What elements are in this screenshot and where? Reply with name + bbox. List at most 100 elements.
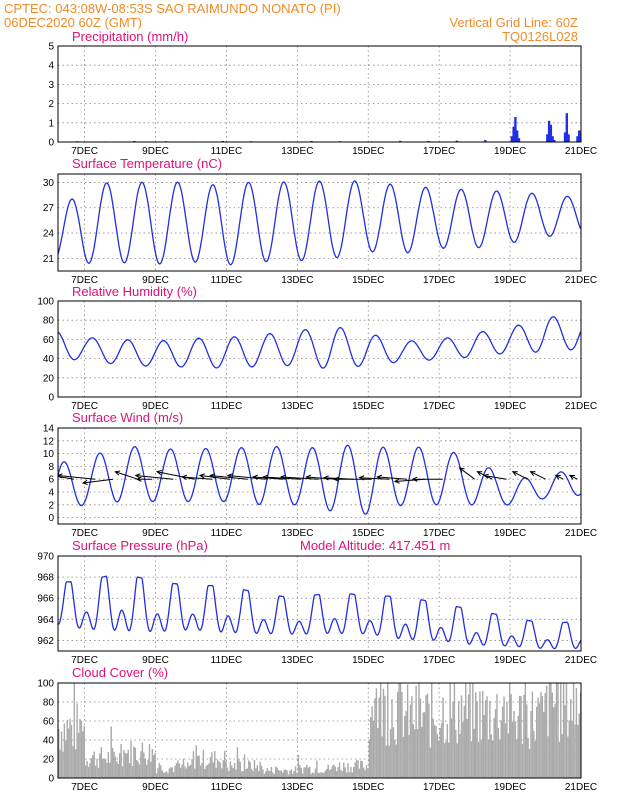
panel-cloud-cover: Cloud Cover (%) 0 20 40 60 80 100 7DEC 9DEC 11DE…	[37, 665, 597, 793]
cloud-cover-bar	[76, 703, 78, 778]
cloud-cover-bar	[535, 706, 538, 778]
cloud-cover-y-tick: 0	[48, 774, 54, 785]
cloud-cover-bar	[314, 768, 317, 778]
cloud-cover-bar	[318, 772, 321, 778]
temperature-y-tick: 27	[43, 203, 55, 214]
cloud-cover-bar	[567, 736, 569, 778]
cloud-cover-bar	[293, 770, 295, 778]
cloud-cover-bar	[353, 766, 355, 778]
cloud-cover-bar	[246, 768, 249, 778]
cloud-cover-bar	[571, 721, 573, 778]
cloud-cover-bar	[286, 770, 288, 778]
cloud-cover-bar	[118, 753, 121, 778]
cloud-cover-bar	[500, 720, 502, 778]
humidity-x-tick: 11DEC	[211, 401, 243, 412]
wind-y-tick: 4	[48, 488, 54, 499]
wind-vector-arrow	[333, 476, 372, 482]
header-model: TQ0126L028	[502, 29, 578, 44]
wind-vector-arrow	[376, 474, 408, 480]
cloud-cover-bar	[65, 740, 67, 778]
cloud-cover-bar	[425, 695, 427, 778]
cloud-cover-title: Cloud Cover (%)	[72, 665, 168, 680]
pressure-x-tick: 17DEC	[423, 655, 455, 666]
cloud-cover-bar	[511, 721, 514, 778]
cloud-cover-bar	[154, 752, 156, 778]
cloud-cover-bar	[470, 741, 473, 778]
pressure-title: Surface Pressure (hPa)	[72, 538, 208, 553]
cloud-cover-bar	[479, 691, 481, 778]
cloud-cover-bar	[379, 683, 382, 778]
cloud-cover-bar	[452, 701, 454, 778]
cloud-cover-bar	[136, 760, 138, 778]
wind-vector-arrow	[554, 474, 564, 480]
cloud-cover-bar	[89, 763, 91, 778]
precipitation-bar	[553, 140, 556, 142]
cloud-cover-bar	[533, 730, 535, 778]
humidity-x-tick: 19DEC	[494, 401, 526, 412]
cloud-cover-bar	[103, 758, 105, 778]
cloud-cover-bar	[523, 694, 525, 778]
cloud-cover-bar	[199, 765, 202, 778]
temperature-x-tick: 21DEC	[565, 275, 597, 286]
precipitation-bar	[510, 136, 514, 142]
cloud-cover-bar	[361, 761, 363, 778]
cloud-cover-bar	[453, 683, 456, 778]
cloud-cover-bar	[229, 761, 232, 778]
cloud-cover-bar	[570, 699, 572, 778]
cloud-cover-bar	[432, 718, 434, 778]
precipitation-bar	[455, 140, 459, 142]
cloud-cover-bar	[106, 762, 108, 778]
cloud-cover-bar	[306, 764, 308, 778]
cloud-cover-bar	[63, 723, 66, 778]
cloud-cover-bar	[253, 759, 256, 778]
cloud-cover-bar	[482, 690, 484, 778]
cloud-cover-bar	[191, 759, 193, 778]
wind-y-tick: 8	[48, 462, 54, 473]
cloud-cover-bar	[480, 740, 483, 778]
cloud-cover-bar	[109, 762, 111, 778]
cloud-cover-x-tick: 15DEC	[352, 782, 384, 793]
cloud-cover-bar	[127, 749, 129, 778]
cloud-cover-bar	[516, 739, 518, 778]
cloud-cover-bar	[228, 770, 230, 778]
cloud-cover-bar	[155, 773, 158, 778]
pressure-y-tick: 962	[37, 636, 54, 647]
cloud-cover-bar	[477, 742, 480, 778]
wind-vector-arrow	[568, 474, 578, 480]
cloud-cover-bar	[97, 767, 100, 778]
cloud-cover-bar	[394, 739, 396, 778]
cloud-cover-bar	[225, 761, 227, 778]
cloud-cover-bar	[372, 721, 375, 778]
cloud-cover-bar	[472, 683, 474, 778]
cloud-cover-bar	[181, 764, 183, 778]
temperature-plot-area	[58, 180, 581, 266]
cloud-cover-bar	[67, 728, 70, 778]
precipitation-x-tick: 17DEC	[423, 146, 455, 157]
precipitation-bar	[514, 117, 517, 142]
wind-vector-arrow	[358, 475, 390, 481]
cloud-cover-bar	[385, 745, 388, 778]
temperature-frame	[57, 173, 582, 272]
cloud-cover-bar	[429, 747, 432, 778]
cloud-cover-bar	[110, 726, 112, 778]
cloud-cover-bar	[256, 765, 258, 778]
cloud-cover-bar	[543, 711, 545, 778]
cloud-cover-bar	[96, 758, 98, 778]
precipitation-y-tick: 3	[48, 80, 54, 91]
pressure-x-tick: 21DEC	[565, 655, 597, 666]
cloud-cover-bar	[514, 721, 517, 778]
cloud-cover-bar	[348, 772, 351, 778]
cloud-cover-bar	[209, 757, 212, 778]
panel-temperature: Surface Temperature (nC) 21 24 27 30 7DEC 9DE…	[43, 156, 597, 286]
cloud-cover-bar	[494, 709, 497, 778]
cloud-cover-bar	[239, 762, 241, 778]
cloud-cover-y-tick: 80	[43, 698, 55, 709]
cloud-cover-bar	[289, 770, 291, 778]
cloud-cover-bar	[92, 755, 94, 778]
cloud-cover-bar	[416, 729, 419, 778]
cloud-cover-bar	[431, 683, 433, 778]
cloud-cover-bar	[137, 761, 139, 778]
cloud-cover-bar	[510, 694, 512, 778]
cloud-cover-bar	[123, 749, 125, 778]
